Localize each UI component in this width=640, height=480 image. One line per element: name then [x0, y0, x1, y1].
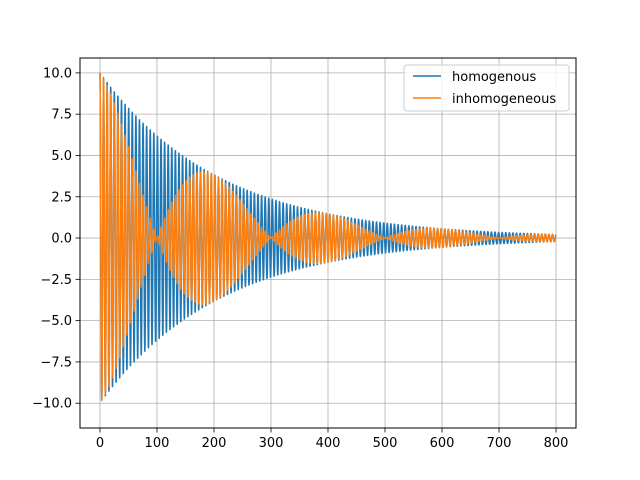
series-layer [99, 72, 557, 402]
x-tick-label: 600 [430, 436, 455, 451]
x-tick-label: 500 [373, 436, 398, 451]
y-tick-label: 10.0 [43, 66, 72, 81]
x-tick-label: 800 [544, 436, 569, 451]
x-tick-label: 400 [316, 436, 341, 451]
legend-box [403, 64, 570, 112]
y-tick-label: 2.5 [51, 190, 72, 205]
y-tick-label: 5.0 [51, 149, 72, 164]
y-tick-label: −5.0 [40, 314, 72, 329]
y-tick-label: 0.0 [51, 232, 72, 247]
x-tick-label: 200 [202, 436, 227, 451]
x-tick-label: 100 [145, 436, 170, 451]
y-tick-label: 7.5 [51, 108, 72, 123]
x-tick-label: 300 [259, 436, 284, 451]
y-tick-label: −7.5 [40, 355, 72, 370]
y-tick-label: −2.5 [40, 273, 72, 288]
y-tick-label: −10.0 [32, 397, 72, 412]
legend-label-homogenous: homogenous [452, 70, 536, 85]
y-axis: 10.0 7.5 5.0 2.5 0.0 −2.5 −5.0 −7.5 −10.0 [32, 66, 80, 412]
x-tick-label: 0 [96, 436, 104, 451]
legend-label-inhomogeneous: inhomogeneous [452, 92, 556, 107]
x-tick-label: 700 [487, 436, 512, 451]
x-axis: 0 100 200 300 400 500 600 700 800 [96, 428, 569, 451]
legend: homogenous inhomogeneous [403, 64, 570, 112]
series-line-inhomogeneous [99, 72, 557, 402]
